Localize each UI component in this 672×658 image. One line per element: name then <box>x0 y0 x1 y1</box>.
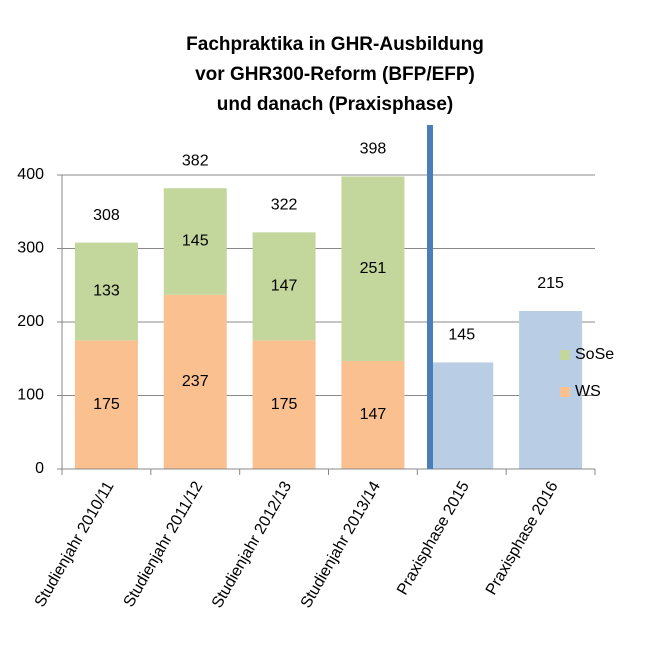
legend-swatch <box>560 350 570 360</box>
bar-segment <box>252 232 316 341</box>
x-tick-label: Praxisphase 2015 <box>394 479 473 599</box>
data-label: 147 <box>360 406 387 423</box>
total-label: 398 <box>360 141 387 158</box>
bar <box>430 362 494 469</box>
separator <box>427 125 433 469</box>
data-label: 133 <box>93 283 120 300</box>
y-tick-label: 0 <box>35 460 44 477</box>
chart-title: vor GHR300-Reform (BFP/EFP) <box>195 64 475 85</box>
data-label: 147 <box>271 278 298 295</box>
bar-segment <box>163 294 227 469</box>
bar-segment <box>74 242 138 341</box>
x-tick-label: Studienjahr 2011/12 <box>121 479 207 611</box>
total-label: 308 <box>93 207 120 224</box>
y-tick-label: 200 <box>17 313 44 330</box>
data-label: 145 <box>182 233 209 250</box>
x-tick-label: Studienjahr 2013/14 <box>298 479 384 612</box>
legend-label: WS <box>575 383 601 400</box>
bar-segment <box>252 340 316 469</box>
data-label: 237 <box>182 373 209 390</box>
bar-segment <box>74 340 138 469</box>
data-label: 175 <box>93 396 120 413</box>
chart-title: und danach (Praxisphase) <box>217 94 454 115</box>
bar-segment <box>163 188 227 295</box>
legend-label: SoSe <box>575 346 614 363</box>
data-label: 251 <box>360 260 387 277</box>
x-tick-label: Studienjahr 2012/13 <box>209 479 295 612</box>
y-tick-label: 300 <box>17 240 44 257</box>
total-label: 382 <box>182 152 209 169</box>
y-tick-label: 100 <box>17 387 44 404</box>
x-tick-label: Praxisphase 2016 <box>483 479 562 599</box>
y-tick-label: 400 <box>17 166 44 183</box>
data-label: 215 <box>537 275 564 292</box>
x-tick-label: Studienjahr 2010/11 <box>32 479 118 611</box>
bar-segment <box>341 176 405 361</box>
data-label: 175 <box>271 396 298 413</box>
legend-swatch <box>560 387 570 397</box>
bar-segment <box>341 360 405 469</box>
total-label: 322 <box>271 197 298 214</box>
bar <box>519 310 583 469</box>
data-label: 145 <box>448 327 475 344</box>
chart-title: Fachpraktika in GHR-Ausbildung <box>186 34 484 55</box>
